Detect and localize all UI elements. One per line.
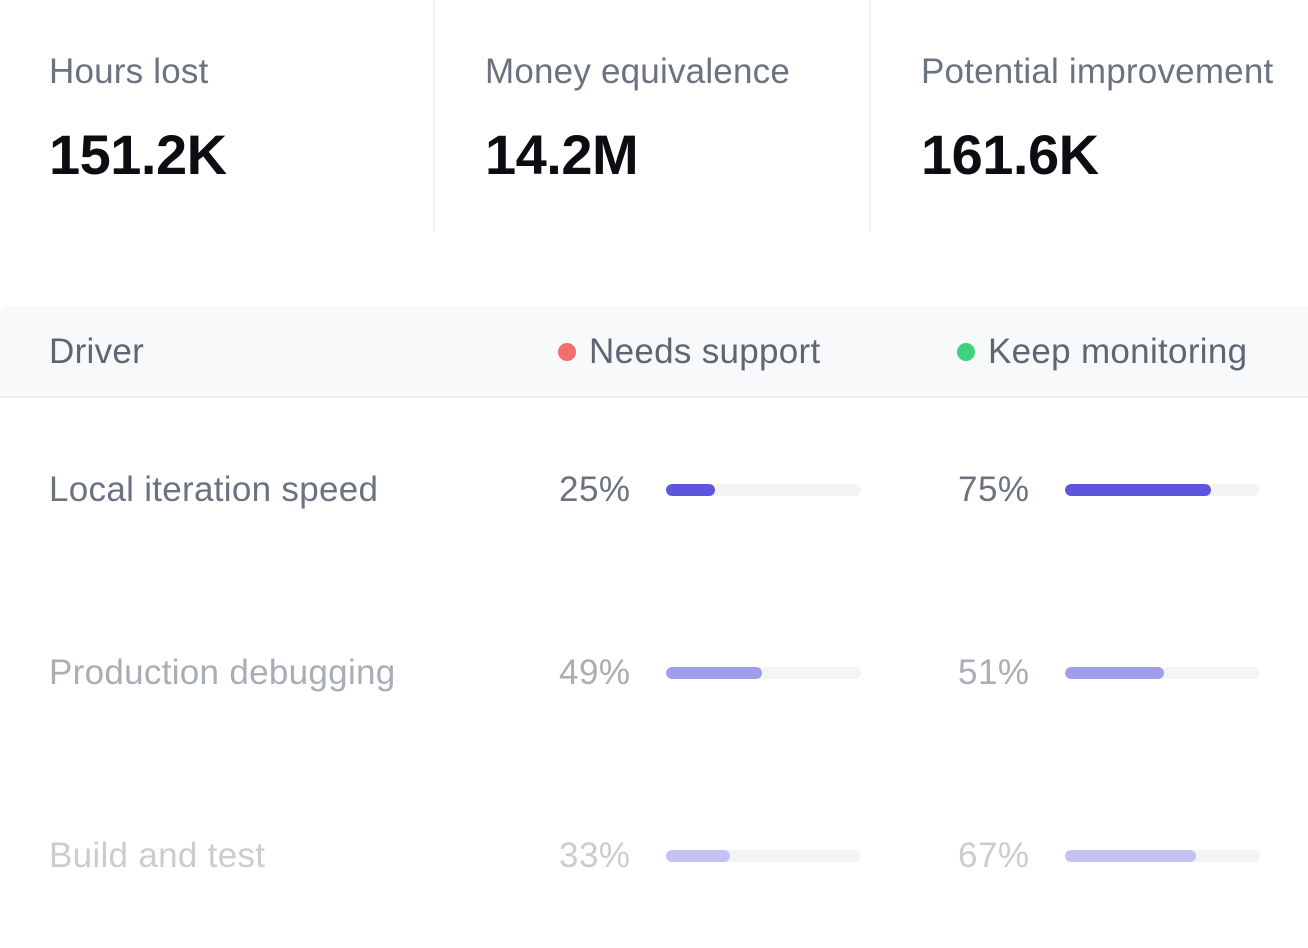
- driver-name: Production debugging: [49, 653, 396, 692]
- needs-support-progress-fill: [666, 484, 715, 496]
- keep-monitoring-progress-fill: [1065, 484, 1212, 496]
- driver-name: Local iteration speed: [49, 470, 379, 509]
- keep-monitoring-dot-icon: [957, 343, 975, 361]
- column-header-keep-monitoring[interactable]: Keep monitoring: [988, 332, 1248, 371]
- driver-name: Build and test: [49, 836, 266, 875]
- keep-monitoring-progress-bar: [1065, 667, 1260, 679]
- keep-monitoring-progress-fill: [1065, 667, 1165, 679]
- needs-support-progress-bar: [666, 484, 861, 496]
- keep-monitoring-progress-fill: [1065, 850, 1196, 862]
- needs-support-percent: 33%: [559, 836, 631, 875]
- needs-support-percent: 25%: [559, 470, 631, 509]
- keep-monitoring-progress-bar: [1065, 850, 1260, 862]
- needs-support-progress-bar: [666, 850, 861, 862]
- stat-label: Potential improvement: [921, 52, 1274, 91]
- needs-support-percent: 49%: [559, 653, 631, 692]
- stat-divider: [869, 0, 871, 232]
- needs-support-progress-bar: [666, 667, 861, 679]
- stat-value: 161.6K: [921, 123, 1099, 186]
- keep-monitoring-percent: 51%: [958, 653, 1030, 692]
- stat-label: Money equivalence: [485, 52, 790, 91]
- needs-support-progress-fill: [666, 850, 731, 862]
- stat-value: 14.2M: [485, 123, 639, 186]
- stat-label: Hours lost: [49, 52, 209, 91]
- keep-monitoring-percent: 75%: [958, 470, 1030, 509]
- stat-divider: [433, 0, 435, 232]
- column-header-driver[interactable]: Driver: [49, 332, 145, 371]
- keep-monitoring-percent: 67%: [958, 836, 1030, 875]
- table-row[interactable]: Production debugging 49% 51%: [0, 653, 1308, 743]
- needs-support-dot-icon: [558, 343, 576, 361]
- keep-monitoring-progress-bar: [1065, 484, 1260, 496]
- table-row[interactable]: Build and test 33% 67%: [0, 836, 1308, 926]
- table-row[interactable]: Local iteration speed 25% 75%: [0, 470, 1308, 560]
- needs-support-progress-fill: [666, 667, 762, 679]
- column-header-needs-support[interactable]: Needs support: [589, 332, 821, 371]
- stats-bar: Hours lost 151.2K Money equivalence 14.2…: [0, 0, 1308, 232]
- stat-value: 151.2K: [49, 123, 227, 186]
- table-header: Driver Needs support Keep monitoring: [0, 306, 1308, 398]
